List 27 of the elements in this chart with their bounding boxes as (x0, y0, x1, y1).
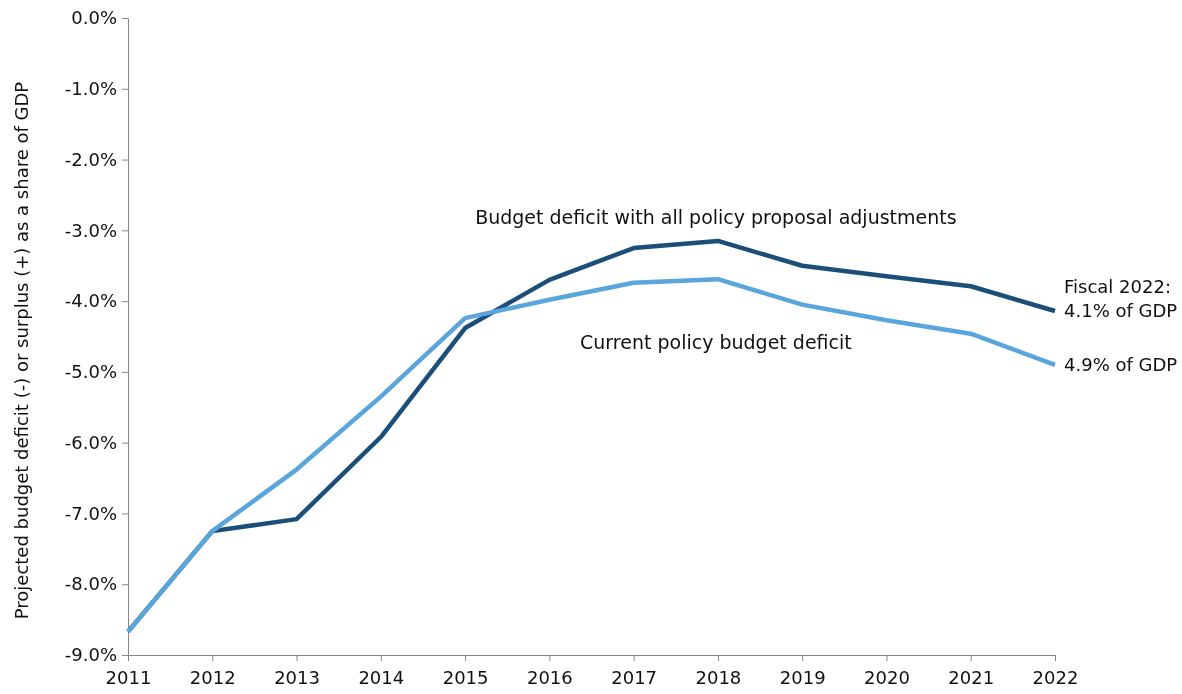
y-tick-label: -7.0% (64, 502, 117, 524)
x-tick-label: 2014 (358, 666, 405, 688)
y-tick-label: -3.0% (64, 219, 117, 241)
x-tick-label: 2020 (864, 666, 910, 688)
x-tick-label: 2013 (274, 666, 320, 688)
y-tick-label: -8.0% (64, 573, 117, 595)
x-tick-label: 2011 (105, 666, 152, 688)
y-tick-label: 0.0% (71, 7, 117, 29)
x-tick-label: 2021 (948, 666, 995, 688)
y-axis-title: Projected budget deficit (-) or surplus (+) as a share of GDP (11, 81, 32, 620)
x-tick-label: 2022 (1032, 666, 1079, 688)
y-tick-label: -1.0% (64, 78, 117, 100)
x-tick-label: 2016 (526, 666, 573, 688)
annotation: Fiscal 2022: 4.1% of GDP (1064, 276, 1178, 322)
series-label: Budget deficit with all policy proposal adjustments (475, 205, 957, 228)
x-tick-label: 2018 (695, 666, 742, 688)
y-tick-label: -4.0% (64, 290, 117, 312)
x-tick-label: 2017 (611, 666, 658, 688)
y-tick-label: -2.0% (64, 148, 117, 170)
y-tick-label: -9.0% (64, 644, 117, 666)
annotation: 4.9% of GDP (1064, 353, 1178, 375)
y-tick-label: -6.0% (64, 431, 117, 453)
x-tick-label: 2019 (779, 666, 826, 688)
y-tick-label: -5.0% (64, 361, 117, 383)
x-tick-label: 2012 (189, 666, 236, 688)
series-label: Current policy budget deficit (580, 331, 852, 354)
x-tick-label: 2015 (442, 666, 489, 688)
